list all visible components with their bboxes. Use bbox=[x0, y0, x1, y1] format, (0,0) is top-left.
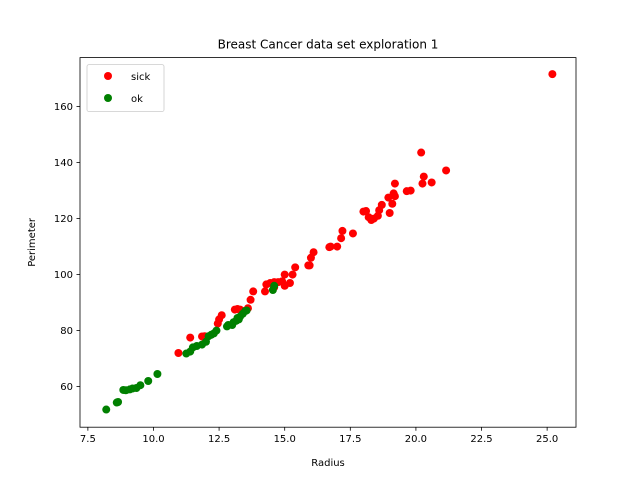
data-point-sick bbox=[388, 199, 397, 208]
y-axis-label: Perimeter bbox=[27, 217, 38, 267]
data-point-sick bbox=[246, 295, 255, 304]
x-tick-label: 12.5 bbox=[208, 434, 230, 445]
data-point-ok bbox=[182, 349, 191, 358]
legend: sick ok bbox=[86, 64, 165, 112]
data-point-sick bbox=[304, 261, 313, 270]
data-point-sick bbox=[417, 148, 426, 157]
y-axis: 60 80 100 120 140 160 bbox=[54, 102, 80, 393]
chart-title: Breast Cancer data set exploration 1 bbox=[218, 38, 439, 52]
x-tick-label: 25.0 bbox=[536, 434, 558, 445]
data-point-sick bbox=[337, 234, 346, 243]
legend-marker-sick bbox=[104, 72, 112, 80]
y-tick-label: 140 bbox=[54, 158, 73, 169]
data-point-sick bbox=[280, 270, 289, 279]
data-point-sick bbox=[385, 209, 394, 217]
data-point-ok bbox=[112, 398, 121, 407]
x-tick-label: 10.0 bbox=[142, 434, 164, 445]
x-tick-label: 15.0 bbox=[274, 434, 296, 445]
plot-frame bbox=[79, 57, 577, 428]
legend-label-ok: ok bbox=[131, 94, 143, 105]
y-tick-label: 160 bbox=[54, 102, 73, 113]
data-point-sick bbox=[384, 193, 393, 202]
x-tick-label: 17.5 bbox=[339, 434, 361, 445]
data-point-sick bbox=[261, 287, 270, 296]
data-point-sick bbox=[548, 70, 557, 79]
data-point-sick bbox=[442, 166, 451, 175]
data-point-ok bbox=[102, 405, 111, 414]
data-point-sick bbox=[348, 229, 357, 238]
data-point-sick bbox=[249, 287, 258, 296]
legend-marker-ok bbox=[104, 94, 112, 102]
data-point-sick bbox=[213, 319, 222, 328]
data-point-sick bbox=[333, 242, 342, 251]
data-point-ok bbox=[153, 370, 162, 378]
data-point-sick bbox=[427, 178, 436, 187]
y-tick-label: 60 bbox=[60, 382, 73, 393]
data-point-sick bbox=[402, 187, 411, 196]
plot-area bbox=[102, 70, 557, 414]
x-tick-label: 20.0 bbox=[405, 434, 427, 445]
data-point-sick bbox=[364, 213, 373, 222]
legend-frame bbox=[86, 64, 165, 112]
data-point-ok bbox=[268, 286, 277, 294]
data-point-sick bbox=[291, 263, 300, 272]
y-tick-label: 80 bbox=[60, 326, 73, 337]
y-tick-label: 100 bbox=[54, 270, 73, 281]
data-point-sick bbox=[306, 253, 315, 262]
x-axis: 7.5 10.0 12.5 15.0 17.5 20.0 22.5 25.0 bbox=[80, 427, 558, 445]
data-point-sick bbox=[359, 207, 368, 216]
data-point-sick bbox=[288, 270, 297, 279]
data-point-sick bbox=[338, 226, 347, 235]
data-point-ok bbox=[222, 322, 231, 331]
legend-label-sick: sick bbox=[131, 72, 150, 83]
x-tick-label: 7.5 bbox=[80, 434, 96, 445]
data-point-sick bbox=[390, 179, 399, 188]
data-point-ok bbox=[144, 377, 153, 385]
y-tick-label: 120 bbox=[54, 214, 73, 225]
data-point-sick bbox=[262, 280, 271, 289]
data-point-ok bbox=[119, 385, 128, 394]
data-point-sick bbox=[325, 243, 334, 252]
data-point-sick bbox=[418, 179, 427, 188]
data-point-sick bbox=[174, 349, 183, 357]
data-point-sick bbox=[419, 172, 428, 181]
data-point-sick bbox=[230, 305, 239, 314]
x-axis-label: Radius bbox=[311, 458, 345, 469]
x-tick-label: 22.5 bbox=[470, 434, 492, 445]
data-point-sick bbox=[186, 333, 195, 342]
